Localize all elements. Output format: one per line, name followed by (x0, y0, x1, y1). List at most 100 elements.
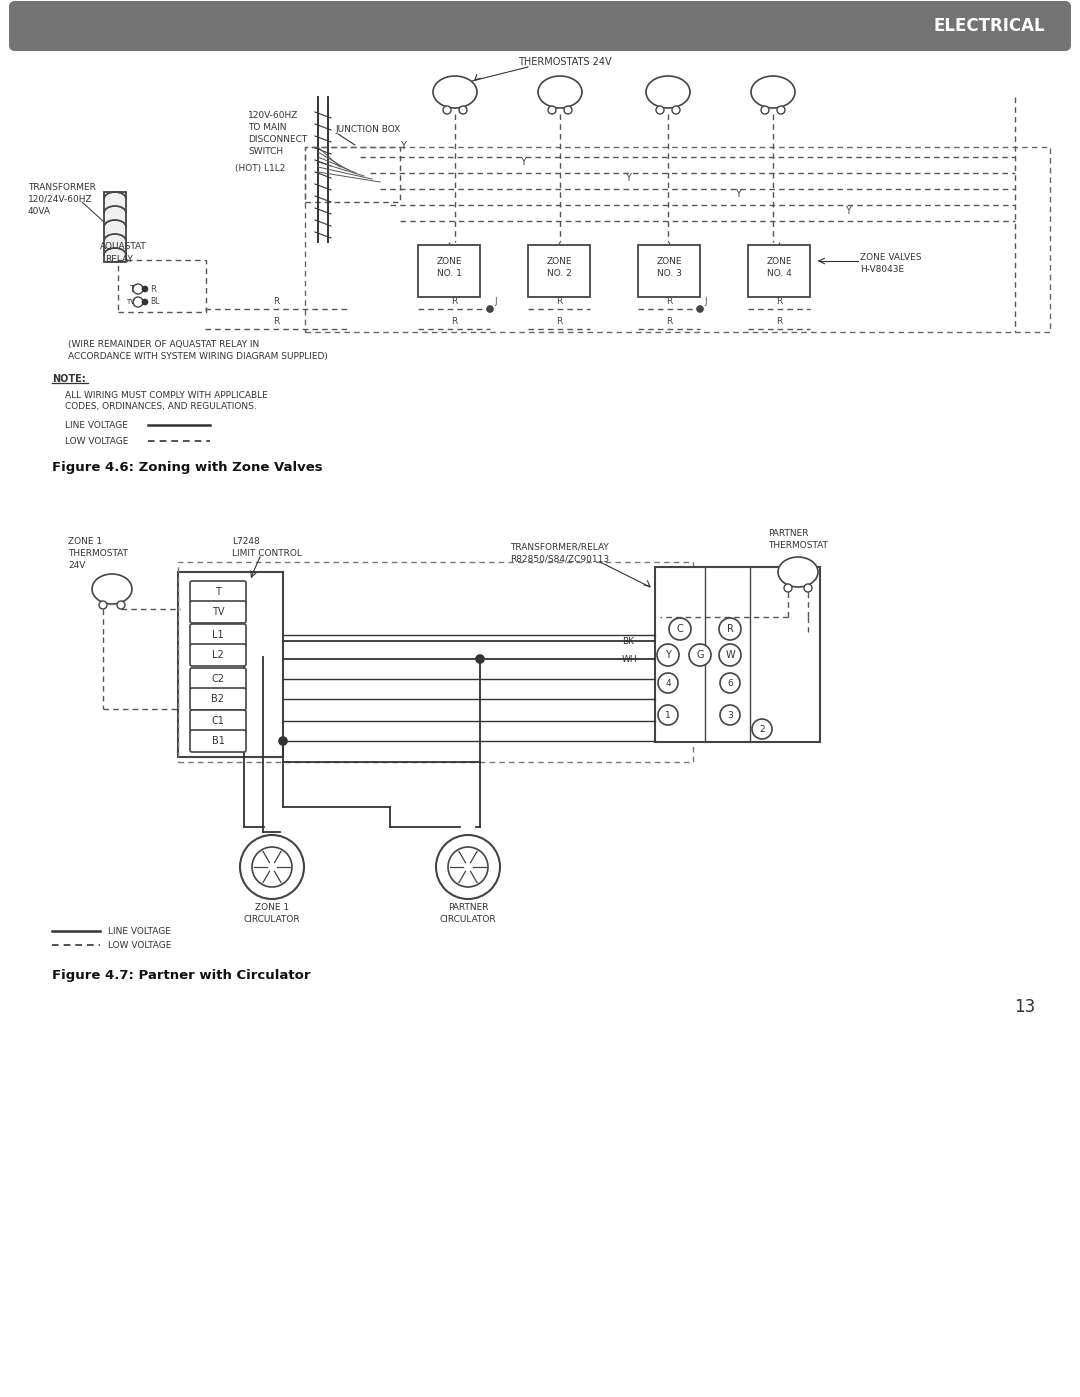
Text: C2: C2 (212, 673, 225, 685)
Circle shape (658, 673, 678, 693)
Text: WH: WH (622, 655, 637, 664)
Text: G: G (697, 650, 704, 659)
Circle shape (697, 306, 703, 312)
Bar (305, 147, 400, 203)
Text: TRANSFORMER: TRANSFORMER (28, 183, 96, 191)
Text: Figure 4.6: Zoning with Zone Valves: Figure 4.6: Zoning with Zone Valves (52, 461, 323, 474)
Circle shape (117, 601, 125, 609)
Text: AQUASTAT: AQUASTAT (100, 243, 147, 251)
Bar (748, 244, 810, 298)
Text: ZONE 1: ZONE 1 (255, 902, 289, 911)
Circle shape (658, 705, 678, 725)
Circle shape (804, 584, 812, 592)
FancyBboxPatch shape (190, 601, 246, 623)
Ellipse shape (646, 75, 690, 108)
Text: Figure 4.7: Partner with Circulator: Figure 4.7: Partner with Circulator (52, 968, 311, 982)
Bar (654, 567, 820, 742)
Text: 13: 13 (1014, 997, 1036, 1016)
Text: 3: 3 (727, 711, 733, 719)
Circle shape (487, 306, 492, 312)
Circle shape (784, 584, 792, 592)
Text: R: R (556, 317, 563, 326)
Circle shape (548, 106, 556, 115)
Text: 120V-60HZ: 120V-60HZ (248, 110, 298, 120)
Text: THERMOSTATS 24V: THERMOSTATS 24V (518, 57, 611, 67)
Circle shape (279, 738, 287, 745)
Circle shape (761, 106, 769, 115)
Text: (HOT) L1L2: (HOT) L1L2 (235, 165, 285, 173)
Text: C: C (677, 624, 684, 634)
Text: PARTNER: PARTNER (768, 529, 809, 538)
Text: NO. 1: NO. 1 (436, 268, 461, 278)
Circle shape (133, 298, 143, 307)
FancyBboxPatch shape (190, 581, 246, 604)
Text: THERMOSTAT: THERMOSTAT (768, 542, 828, 550)
Circle shape (672, 106, 680, 115)
Bar (178, 562, 693, 761)
Circle shape (476, 655, 484, 664)
Text: R: R (666, 317, 672, 326)
FancyBboxPatch shape (190, 687, 246, 710)
Text: SWITCH: SWITCH (248, 147, 283, 155)
Text: Y: Y (665, 650, 671, 659)
Text: ZONE: ZONE (436, 257, 462, 267)
Text: Y: Y (400, 141, 406, 151)
Ellipse shape (538, 75, 582, 108)
Circle shape (143, 286, 148, 292)
Text: Y: Y (735, 189, 741, 198)
Text: B2: B2 (212, 694, 225, 704)
Text: (WIRE REMAINDER OF AQUASTAT RELAY IN: (WIRE REMAINDER OF AQUASTAT RELAY IN (68, 341, 259, 349)
Text: CODES, ORDINANCES, AND REGULATIONS.: CODES, ORDINANCES, AND REGULATIONS. (65, 402, 257, 412)
Circle shape (752, 719, 772, 739)
Ellipse shape (92, 574, 132, 604)
Text: R82850/S84/ZC90113: R82850/S84/ZC90113 (510, 555, 609, 563)
Circle shape (443, 106, 451, 115)
Text: NO. 4: NO. 4 (767, 268, 792, 278)
Bar (528, 244, 590, 298)
Text: ZONE: ZONE (546, 257, 571, 267)
Text: Y: Y (519, 156, 526, 168)
Text: R: R (727, 624, 733, 634)
Text: 40VA: 40VA (28, 207, 51, 215)
Text: ZONE VALVES: ZONE VALVES (860, 253, 921, 261)
Text: LINE VOLTAGE: LINE VOLTAGE (65, 420, 127, 429)
Circle shape (240, 835, 303, 900)
Text: H-V8043E: H-V8043E (860, 264, 904, 274)
Bar (118, 260, 206, 312)
Text: J: J (704, 296, 706, 306)
Circle shape (564, 106, 572, 115)
Text: ELECTRICAL: ELECTRICAL (933, 17, 1045, 35)
Text: R: R (451, 296, 457, 306)
Text: L7248: L7248 (232, 538, 260, 546)
Text: ZONE 1: ZONE 1 (68, 538, 103, 546)
Text: R: R (273, 317, 280, 326)
Circle shape (133, 284, 143, 293)
Text: TRANSFORMER/RELAY: TRANSFORMER/RELAY (510, 542, 609, 552)
Text: TV: TV (126, 299, 135, 305)
Text: 2: 2 (759, 725, 765, 733)
Ellipse shape (778, 557, 818, 587)
Text: W: W (725, 650, 734, 659)
Text: LINE VOLTAGE: LINE VOLTAGE (108, 926, 171, 936)
Circle shape (720, 705, 740, 725)
Text: JUNCTION BOX: JUNCTION BOX (335, 124, 401, 134)
Circle shape (657, 644, 679, 666)
Text: R: R (777, 317, 782, 326)
Text: 120/24V-60HZ: 120/24V-60HZ (28, 194, 93, 204)
Text: C1: C1 (212, 717, 225, 726)
FancyBboxPatch shape (190, 668, 246, 690)
Bar (178, 571, 283, 757)
Text: J: J (494, 296, 497, 306)
Text: BK: BK (622, 637, 634, 645)
Circle shape (669, 617, 691, 640)
Ellipse shape (751, 75, 795, 108)
Text: CIRCULATOR: CIRCULATOR (244, 915, 300, 923)
Text: B1: B1 (212, 736, 225, 746)
FancyBboxPatch shape (190, 731, 246, 752)
Text: R: R (273, 296, 280, 306)
Text: R: R (777, 296, 782, 306)
Text: ZONE: ZONE (766, 257, 792, 267)
Circle shape (656, 106, 664, 115)
Text: PARTNER: PARTNER (448, 902, 488, 911)
Circle shape (448, 847, 488, 887)
